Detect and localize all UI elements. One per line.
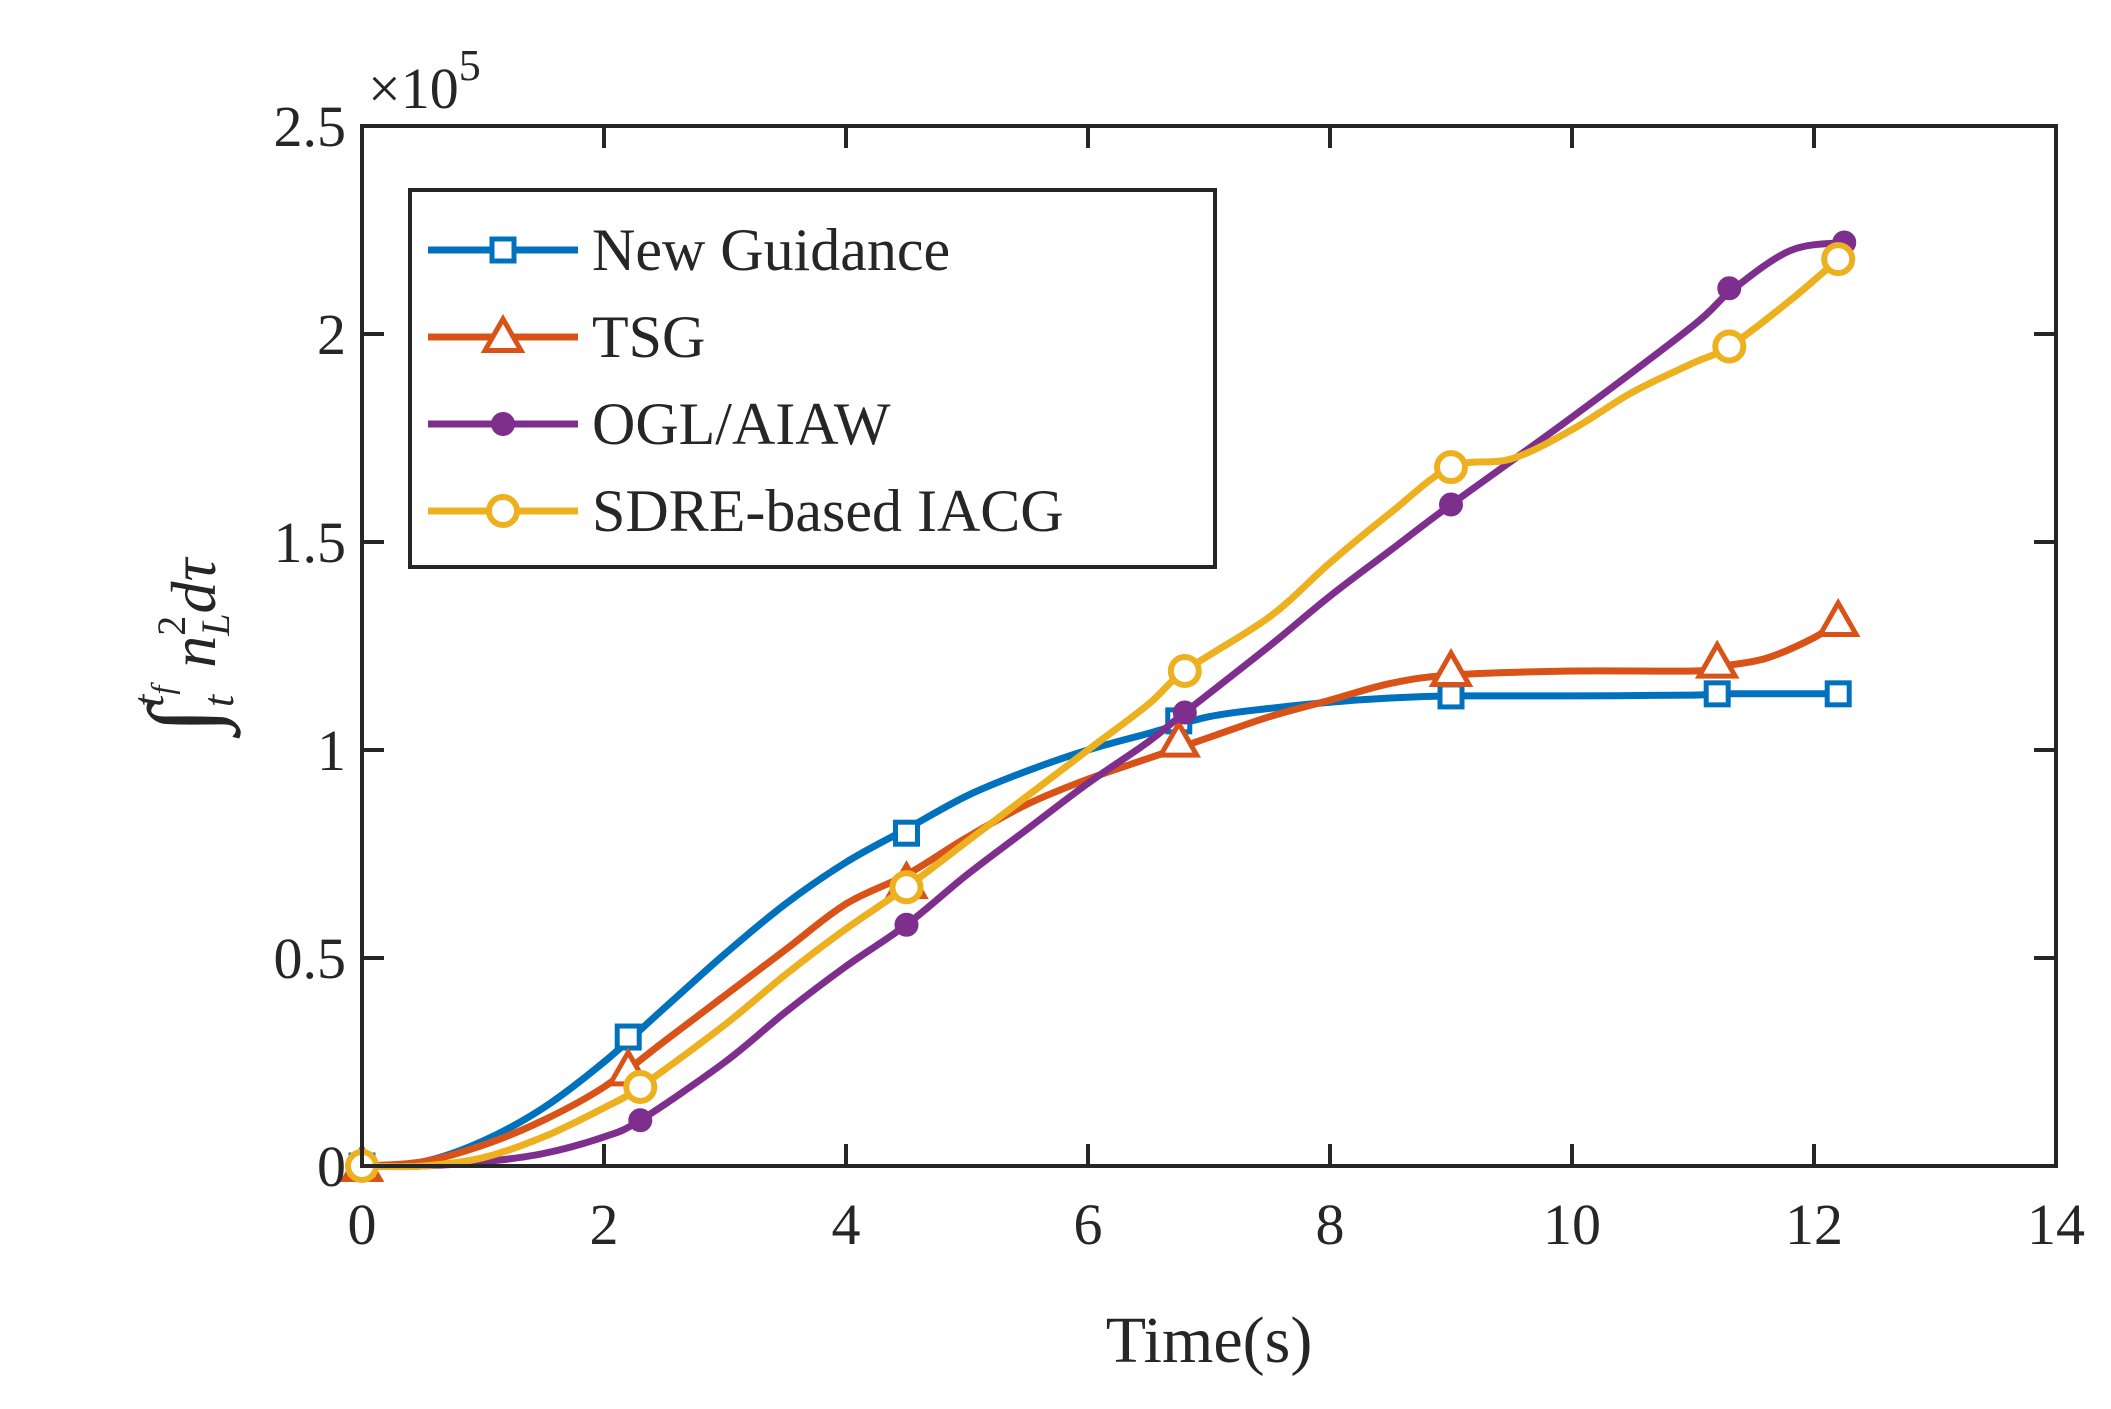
series-line-ogl-aiaw [358, 239, 1848, 1170]
series-line-new-guidance [358, 690, 1842, 1170]
legend-marker [480, 313, 526, 353]
data-point-tsg [1694, 639, 1740, 679]
legend-entry-new-guidance: New Guidance [428, 217, 950, 283]
data-point-tsg [1815, 598, 1861, 638]
legend-entry-sdre-based-iacg: SDRE-based IACG [428, 478, 1064, 544]
data-point-ogl-aiaw [894, 912, 919, 937]
x-tick-label: 2 [590, 1192, 619, 1257]
y-tick-label: 0.5 [274, 926, 347, 991]
ticks-layer: 0 2 4 6 8 10 12 14 0 0.5 1 1.5 2 2.5 [274, 94, 2086, 1257]
data-point-ogl-aiaw [1439, 492, 1463, 517]
ylabel-var: n [158, 636, 229, 668]
x-axis-label: Time(s) [1106, 1304, 1313, 1377]
data-point-new-guidance [1703, 680, 1731, 708]
data-point-sdre-based-iacg [1434, 450, 1468, 485]
x-tick-label: 0 [348, 1192, 377, 1257]
legend-entry-tsg: TSG [428, 304, 705, 370]
ylabel-upper-limit: t [124, 693, 173, 707]
y-tick-label: 1 [317, 718, 346, 783]
data-point-ogl-aiaw [1717, 276, 1742, 301]
data-point-tsg [1428, 647, 1474, 687]
legend: New Guidance TSG OGL/AIAW SDRE-based IACG [408, 188, 1217, 569]
x-tick-label: 4 [832, 1192, 861, 1257]
data-point-ogl-aiaw [628, 1108, 653, 1133]
ylabel-var-sub: L [193, 614, 238, 637]
series-line-sdre-based-iacg [358, 255, 1842, 1171]
legend-marker [491, 412, 515, 436]
legend-entry-ogl-aiaw: OGL/AIAW [428, 391, 891, 457]
data-point-new-guidance [614, 1023, 642, 1051]
ylabel-integral: ∫ [129, 701, 241, 739]
data-point-tsg [1156, 718, 1202, 758]
legend-label: TSG [592, 304, 705, 370]
x-tick-label: 8 [1316, 1192, 1345, 1257]
ylabel-var-sup: 2 [149, 616, 194, 636]
ylabel-lower-limit: t [194, 693, 243, 707]
data-point-new-guidance [1824, 680, 1852, 708]
legend-entries: New Guidance TSG OGL/AIAW SDRE-based IACG [428, 217, 1064, 544]
y-tick-label: 2.5 [274, 94, 347, 159]
x-tick-label: 10 [1543, 1192, 1601, 1257]
data-point-sdre-based-iacg [623, 1069, 658, 1104]
legend-marker [489, 236, 517, 264]
data-point-sdre-based-iacg [889, 870, 924, 905]
x-tick-label: 14 [2027, 1192, 2085, 1257]
axes-box [360, 124, 2058, 1168]
legend-label: SDRE-based IACG [592, 478, 1064, 544]
legend-label: OGL/AIAW [592, 391, 891, 457]
legend-marker [486, 494, 520, 528]
svg-text:∫ttfn2Ldτ: ∫ttfn2Ldτ [124, 557, 243, 740]
y-exponent-power: 5 [459, 41, 481, 90]
x-tick-label: 12 [1785, 1192, 1843, 1257]
legend-label: New Guidance [592, 217, 950, 283]
data-point-sdre-based-iacg [1821, 242, 1856, 277]
y-axis-label: ∫ttfn2Ldτ [124, 557, 243, 740]
data-point-sdre-based-iacg [1712, 329, 1747, 364]
data-point-ogl-aiaw [1172, 700, 1197, 725]
y-tick-label: 2 [317, 302, 346, 367]
y-tick-label: 0 [317, 1134, 346, 1199]
series-layer [339, 230, 1861, 1183]
data-point-new-guidance [893, 819, 920, 847]
x-tick-label: 6 [1074, 1192, 1103, 1257]
y-exponent-label: ×105 [368, 41, 481, 121]
ylabel-diff: dτ [158, 557, 229, 614]
y-tick-label: 1.5 [274, 510, 347, 575]
series-sdre-based-iacg [345, 242, 1856, 1183]
ylabel-upper-sub: f [144, 682, 180, 695]
data-point-sdre-based-iacg [1167, 653, 1202, 688]
data-point-new-guidance [1437, 682, 1465, 710]
